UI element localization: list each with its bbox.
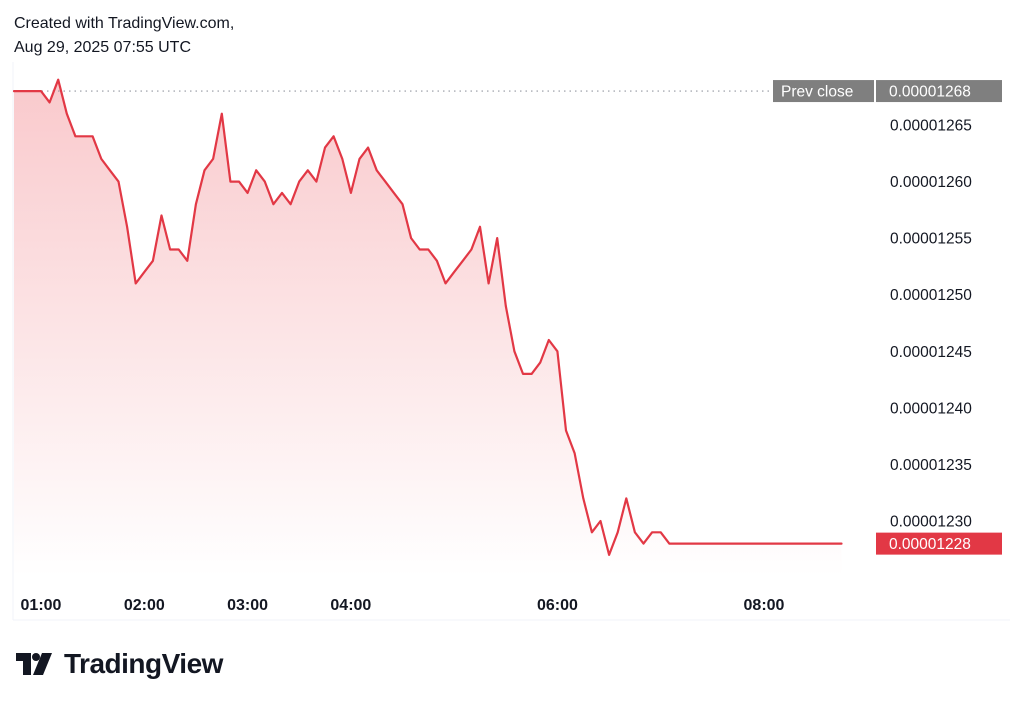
- current-price-bg: [876, 532, 1002, 555]
- time-axis-label: 04:00: [330, 597, 371, 614]
- current-price-badge: 0.00001228: [876, 532, 1002, 555]
- brand-name: TradingView: [64, 648, 223, 679]
- tradingview-logo-icon: [16, 653, 52, 675]
- current-price-value: 0.00001228: [889, 536, 971, 553]
- prev-close-label: Prev close: [781, 84, 853, 101]
- price-axis-label: 0.00001255: [890, 231, 972, 248]
- timestamp-text: Aug 29, 2025 07:55 UTC: [14, 39, 192, 56]
- price-axis-label: 0.00001235: [890, 457, 972, 474]
- price-axis-label: 0.00001260: [890, 174, 972, 191]
- price-axis-label: 0.00001240: [890, 400, 972, 417]
- prev-close-label-bg: [773, 80, 874, 103]
- time-axis-label: 01:00: [21, 597, 62, 614]
- price-axis-label: 0.00001265: [890, 118, 972, 135]
- prev-close-badge: Prev close 0.00001268: [773, 80, 1002, 103]
- prev-close-value-bg: [876, 80, 1002, 103]
- price-axis-label: 0.00001230: [890, 514, 972, 531]
- time-axis-label: 06:00: [537, 597, 578, 614]
- price-area-fill: [14, 79, 842, 576]
- time-axis-label: 02:00: [124, 597, 165, 614]
- time-axis-label: 03:00: [227, 597, 268, 614]
- prev-close-value: 0.00001268: [889, 84, 971, 101]
- time-axis-label: 08:00: [744, 597, 785, 614]
- created-with-text: Created with TradingView.com,: [14, 15, 235, 32]
- tradingview-logo[interactable]: TradingView: [16, 648, 223, 680]
- price-axis-label: 0.00001250: [890, 287, 972, 304]
- chart-header: Created with TradingView.com, Aug 29, 20…: [14, 12, 234, 60]
- price-line[interactable]: [12, 78, 843, 556]
- price-axis-label: 0.00001245: [890, 344, 972, 361]
